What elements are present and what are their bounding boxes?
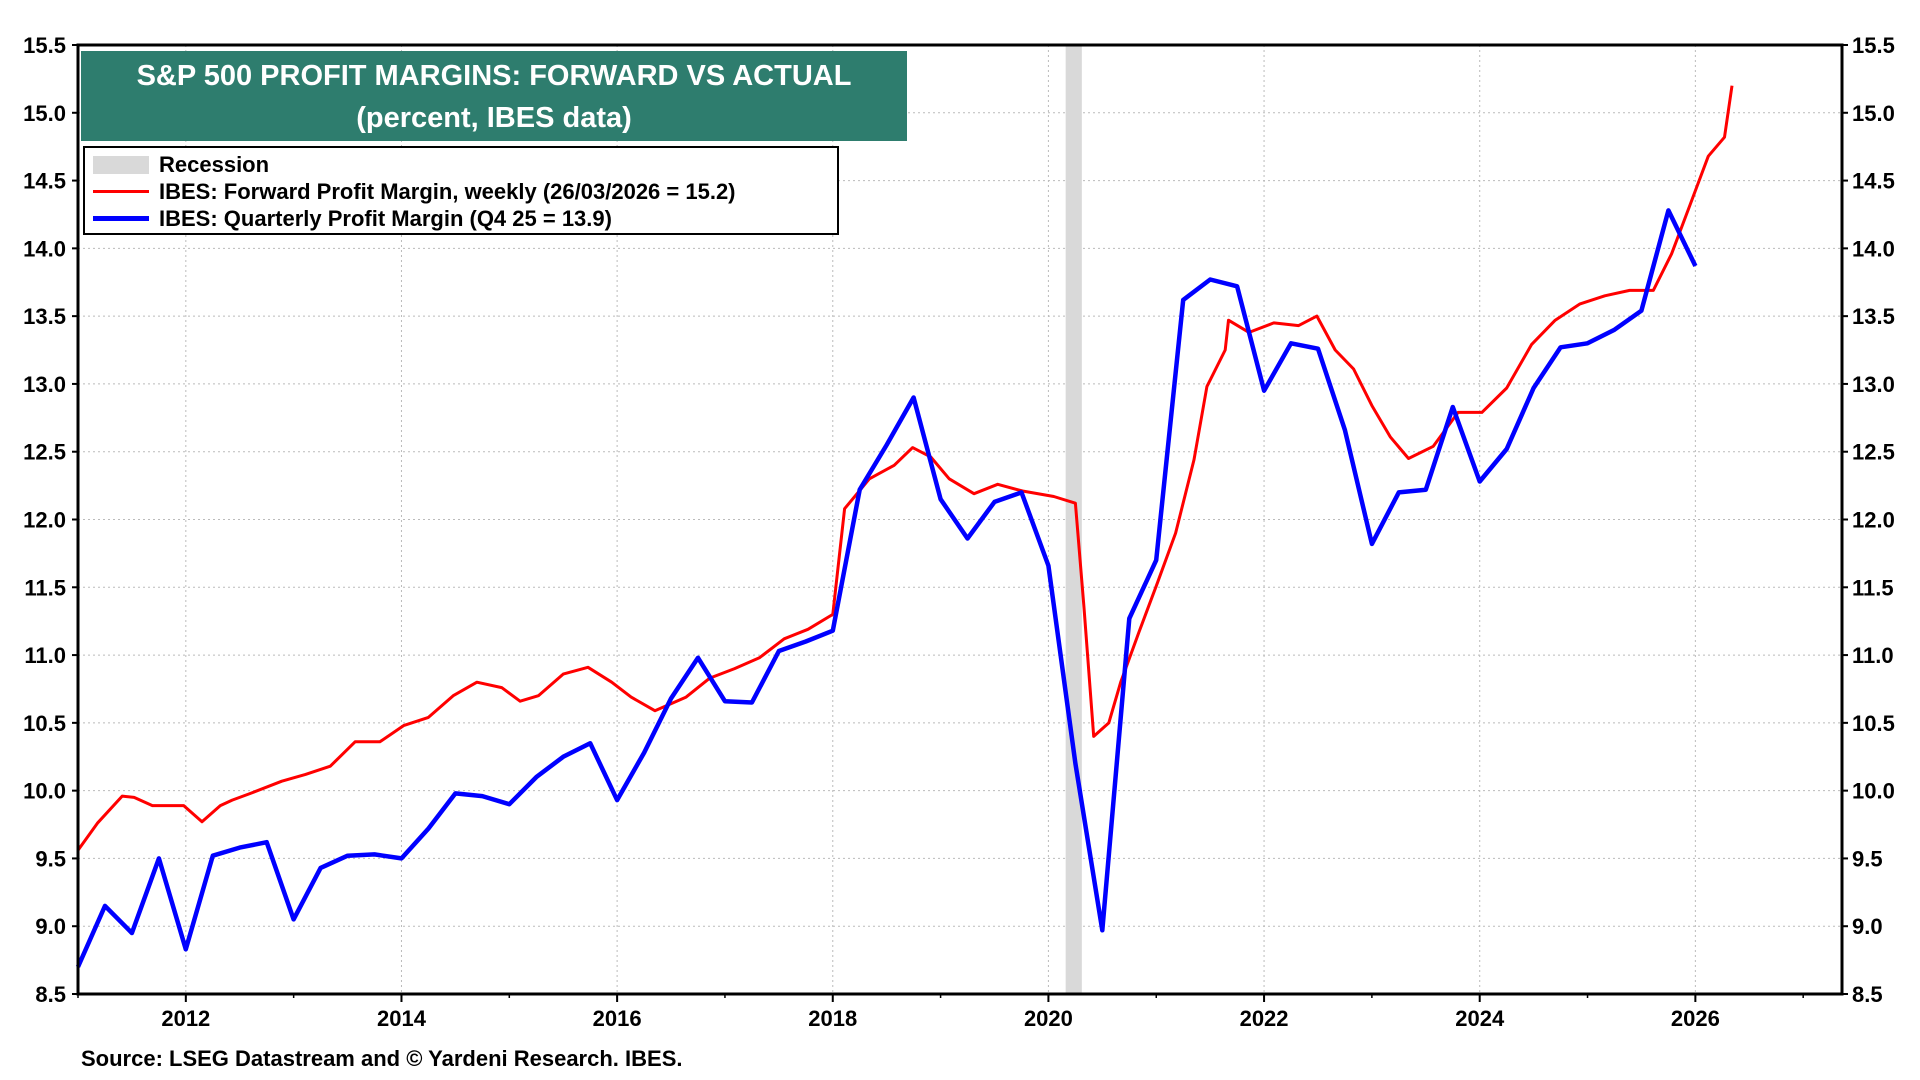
y-tick-label-left: 11.5	[24, 575, 66, 600]
axis-ticks: 8.5 8.5 9.0 9.0 9.5 9.5 10.0 10.0 10.5 10.5 11.0 11…	[23, 33, 1895, 1031]
legend-label: Recession	[159, 151, 270, 177]
forward-margin-line	[76, 85, 1734, 852]
y-tick-label-right: 13.0	[1852, 372, 1895, 397]
series-lines	[75, 85, 1734, 968]
y-tick-label-right: 13.5	[1852, 304, 1895, 329]
red-line-swatch	[93, 190, 149, 193]
y-tick-label-right: 9.0	[1852, 914, 1883, 939]
y-tick-label-right: 11.0	[1852, 643, 1894, 668]
legend-label: IBES: Quarterly Profit Margin (Q4 25 = 1…	[159, 205, 612, 231]
y-tick-label-left: 10.5	[23, 711, 66, 736]
y-tick-label-left: 9.0	[35, 914, 66, 939]
legend-label: IBES: Forward Profit Margin, weekly (26/…	[159, 178, 736, 204]
y-tick-label-left: 14.5	[23, 169, 66, 194]
chart-subtitle: (percent, IBES data)	[356, 102, 632, 134]
legend-item-quarterly: IBES: Quarterly Profit Margin (Q4 25 = 1…	[93, 205, 829, 232]
y-tick-label-left: 10.0	[23, 779, 66, 804]
legend-item-recession: Recession	[93, 151, 829, 178]
recession-band	[1065, 45, 1082, 994]
x-tick-label: 2020	[1024, 1006, 1073, 1031]
y-tick-label-right: 14.0	[1852, 236, 1895, 261]
recession-swatch	[93, 155, 149, 174]
y-tick-label-right: 8.5	[1852, 982, 1883, 1007]
x-tick-label: 2018	[808, 1006, 857, 1031]
y-tick-label-left: 13.0	[23, 372, 66, 397]
y-tick-label-right: 12.5	[1852, 440, 1895, 465]
y-tick-label-left: 13.5	[23, 304, 66, 329]
y-tick-label-right: 11.5	[1852, 575, 1894, 600]
y-tick-label-right: 12.0	[1852, 508, 1895, 533]
x-tick-label: 2026	[1671, 1006, 1720, 1031]
y-tick-label-right: 15.5	[1852, 33, 1895, 58]
legend-item-forward: IBES: Forward Profit Margin, weekly (26/…	[93, 178, 829, 205]
x-tick-label: 2016	[593, 1006, 642, 1031]
x-tick-label: 2022	[1240, 1006, 1289, 1031]
y-tick-label-right: 15.0	[1852, 101, 1895, 126]
x-tick-label: 2012	[161, 1006, 210, 1031]
y-tick-label-left: 15.0	[23, 101, 66, 126]
y-tick-label-right: 10.5	[1852, 711, 1895, 736]
chart-title: S&P 500 PROFIT MARGINS: FORWARD VS ACTUA…	[136, 60, 852, 92]
y-tick-label-left: 14.0	[23, 236, 66, 261]
y-tick-label-left: 12.5	[23, 440, 66, 465]
y-tick-label-left: 8.5	[35, 982, 66, 1007]
legend: Recession IBES: Forward Profit Margin, w…	[83, 146, 839, 235]
x-tick-label: 2014	[377, 1006, 427, 1031]
chart-title-box: S&P 500 PROFIT MARGINS: FORWARD VS ACTUA…	[81, 51, 907, 141]
y-tick-label-right: 9.5	[1852, 846, 1883, 871]
y-tick-label-left: 11.0	[24, 643, 66, 668]
y-tick-label-left: 9.5	[35, 846, 66, 871]
y-tick-label-right: 14.5	[1852, 169, 1895, 194]
recession-bands	[1065, 45, 1082, 994]
blue-line-swatch	[93, 216, 149, 221]
y-tick-label-right: 10.0	[1852, 779, 1895, 804]
source-note: Source: LSEG Datastream and © Yardeni Re…	[81, 1046, 683, 1071]
quarterly-margin-line	[75, 208, 1698, 968]
y-tick-label-left: 12.0	[23, 508, 66, 533]
x-tick-label: 2024	[1455, 1006, 1505, 1031]
y-tick-label-left: 15.5	[23, 33, 66, 58]
